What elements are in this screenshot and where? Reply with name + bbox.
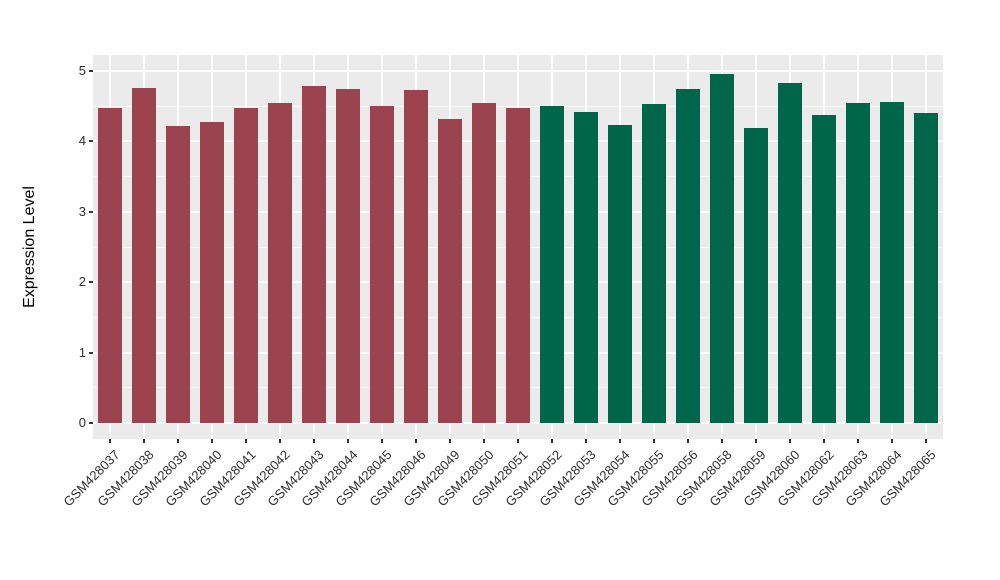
y-tick (89, 70, 93, 72)
x-tick (687, 439, 689, 443)
bar-GSM428058 (710, 73, 734, 423)
bar-GSM428042 (268, 103, 292, 423)
x-tick (143, 439, 145, 443)
x-tick (823, 439, 825, 443)
bar-GSM428056 (676, 88, 700, 423)
bar-GSM428046 (404, 90, 428, 423)
x-tick (653, 439, 655, 443)
bar-GSM428062 (812, 115, 836, 423)
x-tick (109, 439, 111, 443)
bar-GSM428050 (472, 103, 496, 423)
x-tick (313, 439, 315, 443)
bar-GSM428053 (574, 111, 598, 423)
x-tick (211, 439, 213, 443)
bar-GSM428038 (132, 87, 156, 423)
bar-GSM428052 (540, 106, 564, 423)
x-tick (551, 439, 553, 443)
bar-GSM428055 (642, 104, 666, 423)
x-tick (177, 439, 179, 443)
bar-GSM428059 (744, 128, 768, 423)
x-tick (381, 439, 383, 443)
bar-GSM428044 (336, 89, 360, 423)
x-tick (789, 439, 791, 443)
bar-GSM428049 (438, 118, 462, 423)
bar-GSM428039 (166, 125, 190, 423)
y-tick-label: 5 (78, 63, 86, 78)
x-tick (857, 439, 859, 443)
y-tick-label: 1 (78, 344, 86, 360)
x-tick (245, 439, 247, 443)
plot-panel (93, 55, 943, 439)
y-tick (89, 210, 93, 213)
x-tick (619, 439, 621, 443)
bar-GSM428064 (880, 101, 904, 423)
x-tick (891, 439, 893, 443)
bar-GSM428063 (846, 102, 870, 423)
x-tick (585, 439, 587, 443)
y-tick-label: 4 (78, 133, 86, 149)
x-tick (517, 439, 519, 443)
bar-GSM428051 (506, 107, 530, 423)
x-tick (755, 439, 757, 443)
y-tick (89, 140, 93, 143)
x-tick (347, 439, 349, 443)
x-tick (449, 439, 451, 443)
bar-GSM428054 (608, 125, 632, 423)
bar-GSM428041 (234, 108, 258, 423)
y-tick (89, 422, 93, 424)
bar-GSM428060 (778, 82, 802, 423)
bar-GSM428045 (370, 106, 394, 423)
x-tick (721, 439, 723, 443)
bar-GSM428037 (98, 107, 122, 423)
x-tick (925, 439, 927, 443)
y-tick (89, 351, 93, 354)
y-tick (89, 281, 93, 284)
bar-GSM428065 (914, 112, 938, 423)
y-axis-title: Expression Level (21, 186, 38, 308)
bar-GSM428043 (302, 85, 326, 423)
x-tick (415, 439, 417, 443)
x-tick (483, 439, 485, 443)
y-tick-label: 0 (78, 415, 86, 430)
y-tick-label: 2 (78, 274, 86, 290)
x-tick (279, 439, 281, 443)
y-tick-label: 3 (78, 203, 86, 219)
bar-GSM428040 (200, 121, 224, 423)
